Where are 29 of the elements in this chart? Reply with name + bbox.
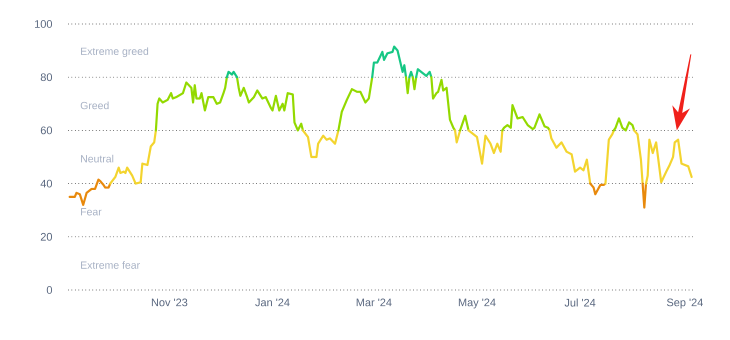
line-series xyxy=(337,76,374,132)
y-tick-label: 80 xyxy=(40,73,52,82)
line-series xyxy=(604,129,615,185)
x-tick-label: Nov '23 xyxy=(152,298,188,306)
y-tick-label: 60 xyxy=(40,126,52,134)
y-tick-label: 20 xyxy=(40,232,52,241)
x-tick-label: Mar '24 xyxy=(356,298,392,306)
line-series xyxy=(302,129,340,158)
annotation: Extreme fear xyxy=(81,261,140,269)
y-tick-label: 0 xyxy=(46,286,52,294)
x-tick-label: Sep '24 xyxy=(666,298,703,308)
annotation: Neutral xyxy=(81,154,114,162)
x-tick-label: May '24 xyxy=(458,298,496,308)
annotation: Fear xyxy=(81,208,102,216)
line-series xyxy=(589,182,607,196)
annotation: Extreme greed xyxy=(81,47,148,58)
line-series xyxy=(612,117,636,132)
x-tick-label: Jan '24 xyxy=(255,298,290,306)
annotation: Greed xyxy=(80,102,109,110)
line-series xyxy=(430,76,456,132)
y-tick-label: 100 xyxy=(35,20,52,28)
line-series xyxy=(154,76,228,132)
line-series xyxy=(501,104,551,132)
line-series xyxy=(467,129,504,165)
line-series xyxy=(236,76,304,132)
line-series xyxy=(68,178,112,206)
line-series xyxy=(548,129,592,185)
x-tick-label: Jul '24 xyxy=(564,298,596,307)
y-tick-label: 40 xyxy=(40,180,52,188)
